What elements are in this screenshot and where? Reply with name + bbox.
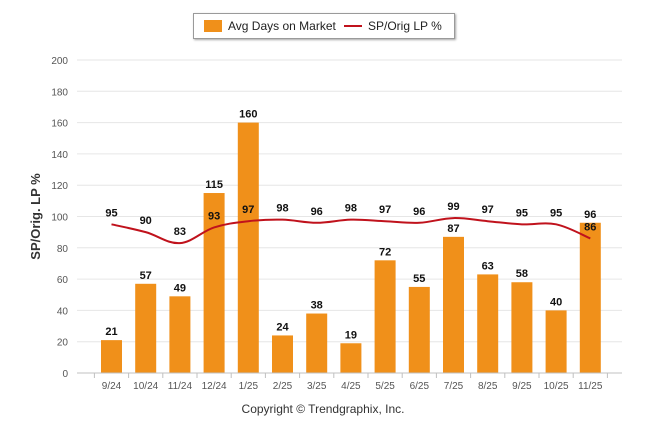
line-value-label: 97 bbox=[482, 204, 494, 216]
x-tick-label: 7/25 bbox=[444, 381, 464, 392]
x-tick-label: 5/25 bbox=[375, 381, 395, 392]
x-tick-label: 9/24 bbox=[102, 381, 122, 392]
y-tick-label: 180 bbox=[51, 87, 68, 98]
x-tick-label: 11/25 bbox=[578, 381, 603, 392]
bar-value-label: 87 bbox=[447, 223, 459, 235]
gridlines bbox=[77, 59, 622, 374]
bar-value-label: 55 bbox=[413, 273, 425, 285]
y-tick-label: 60 bbox=[57, 275, 69, 286]
bar bbox=[272, 335, 293, 373]
copyright-text: Copyright © Trendgraphix, Inc. bbox=[241, 402, 405, 416]
line-value-label: 83 bbox=[174, 226, 186, 238]
bar bbox=[579, 222, 601, 373]
bar-value-label: 160 bbox=[239, 109, 257, 121]
bar-series bbox=[101, 122, 601, 373]
line-value-label: 99 bbox=[447, 201, 459, 213]
bar-value-label: 58 bbox=[516, 268, 528, 280]
line-value-label: 95 bbox=[550, 207, 562, 219]
y-tick-label: 0 bbox=[62, 369, 68, 380]
bar-value-label: 40 bbox=[550, 296, 562, 308]
bar-value-label: 38 bbox=[311, 300, 323, 312]
bar-value-label: 57 bbox=[140, 270, 152, 282]
bar-value-label: 72 bbox=[379, 246, 391, 258]
legend-line-swatch bbox=[344, 25, 362, 27]
line-value-label: 97 bbox=[379, 204, 391, 216]
bar-value-label: 21 bbox=[105, 326, 117, 338]
y-axis-label: SP/Orig. LP % bbox=[28, 173, 43, 260]
bar bbox=[374, 260, 396, 373]
y-tick-label: 140 bbox=[51, 150, 68, 161]
line-value-label: 96 bbox=[311, 206, 323, 218]
x-tick-label: 8/25 bbox=[478, 381, 498, 392]
x-tick-label: 10/25 bbox=[544, 381, 569, 392]
bar bbox=[135, 283, 157, 373]
line-value-label: 95 bbox=[516, 207, 528, 219]
x-tick-label: 11/24 bbox=[168, 381, 193, 392]
legend: Avg Days on Market SP/Orig LP % bbox=[193, 13, 455, 39]
line-value-label: 90 bbox=[140, 215, 152, 227]
line-value-label: 97 bbox=[242, 204, 254, 216]
y-tick-label: 40 bbox=[57, 306, 69, 317]
x-tick-label: 1/25 bbox=[239, 381, 259, 392]
legend-bar-label: Avg Days on Market bbox=[228, 19, 336, 33]
legend-item-bar[interactable]: Avg Days on Market bbox=[204, 14, 336, 38]
bar-value-label: 115 bbox=[205, 179, 223, 191]
legend-item-line[interactable]: SP/Orig LP % bbox=[344, 14, 442, 38]
y-tick-label: 100 bbox=[51, 213, 68, 224]
x-tick-label: 2/25 bbox=[273, 381, 293, 392]
line-series bbox=[111, 217, 591, 245]
y-axis-ticks: 0 20 40 60 80 100 120 140 160 180 200 bbox=[51, 56, 68, 380]
x-tick-label: 4/25 bbox=[341, 381, 361, 392]
x-axis-tick-labels: 9/24 10/24 11/24 12/24 1/25 2/25 3/25 4/25 5/25 6… bbox=[102, 381, 603, 392]
bar bbox=[237, 122, 259, 373]
bar bbox=[101, 340, 122, 373]
bar-value-label: 24 bbox=[276, 321, 289, 333]
bar bbox=[306, 313, 328, 373]
x-tick-label: 10/24 bbox=[133, 381, 158, 392]
y-tick-label: 20 bbox=[57, 338, 69, 349]
line-value-labels: 95 90 83 93 97 98 96 98 97 96 99 97 95 95 86 bbox=[105, 201, 596, 238]
y-tick-label: 160 bbox=[51, 119, 68, 130]
y-tick-label: 200 bbox=[51, 56, 68, 67]
line-value-label: 98 bbox=[276, 203, 288, 215]
bar-value-label: 96 bbox=[584, 209, 596, 221]
bar bbox=[443, 236, 464, 373]
bar bbox=[203, 193, 225, 373]
line-value-label: 98 bbox=[345, 203, 357, 215]
x-tick-label: 3/25 bbox=[307, 381, 327, 392]
bar-value-label: 19 bbox=[345, 329, 357, 341]
x-tick-label: 6/25 bbox=[410, 381, 430, 392]
x-axis bbox=[77, 372, 622, 378]
legend-bar-swatch bbox=[204, 20, 222, 32]
bar bbox=[408, 286, 430, 373]
line-value-label: 96 bbox=[413, 206, 425, 218]
line-path bbox=[111, 217, 591, 245]
bar bbox=[340, 343, 362, 373]
legend-line-label: SP/Orig LP % bbox=[368, 19, 442, 33]
bar bbox=[477, 274, 499, 373]
bar-value-label: 63 bbox=[482, 260, 494, 272]
line-value-label: 86 bbox=[584, 221, 596, 233]
x-tick-label: 12/24 bbox=[202, 381, 227, 392]
bar bbox=[169, 296, 191, 373]
x-tick-label: 9/25 bbox=[512, 381, 532, 392]
line-value-label: 93 bbox=[208, 210, 220, 222]
y-tick-label: 120 bbox=[51, 181, 68, 192]
line-value-label: 95 bbox=[105, 207, 117, 219]
bar-value-labels: 21 57 49 115 160 24 38 19 72 55 87 63 58 40 96 bbox=[105, 109, 596, 342]
bar-value-label: 49 bbox=[174, 282, 186, 294]
bar bbox=[545, 310, 567, 373]
bar bbox=[511, 282, 533, 373]
y-tick-label: 80 bbox=[57, 244, 69, 255]
